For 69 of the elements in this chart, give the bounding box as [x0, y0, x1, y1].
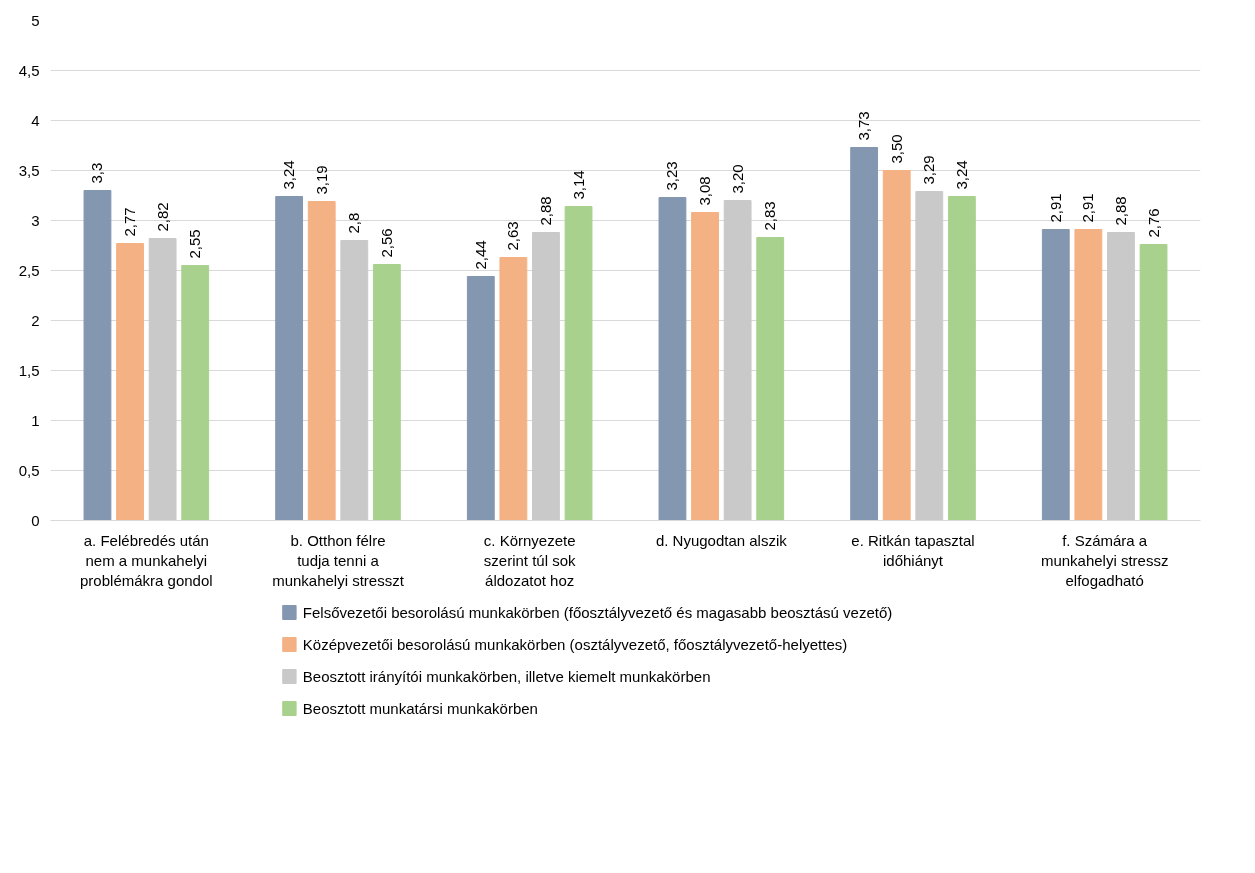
bar: [307, 201, 336, 521]
bar: [658, 197, 687, 521]
y-tick-label: 1,5: [18, 361, 40, 379]
data-label: 3,24: [952, 160, 970, 190]
data-label: 3,50: [887, 134, 905, 164]
y-tick-label: 2,5: [18, 261, 40, 279]
bar: [564, 206, 593, 521]
y-tick-label: 4: [31, 111, 40, 129]
bar: [691, 212, 719, 521]
x-tick-label: e. Ritkán tapasztal időhiányt: [851, 531, 975, 569]
data-label: 3,23: [663, 161, 681, 191]
bar: [466, 276, 495, 521]
data-label: 2,44: [471, 240, 489, 270]
data-label: 3,24: [280, 160, 298, 190]
bar: [499, 257, 528, 521]
data-label: 2,8: [345, 212, 363, 234]
data-label: 3,14: [569, 170, 587, 200]
data-label: 2,88: [1111, 196, 1129, 226]
bar: [372, 264, 401, 521]
bar: [1041, 229, 1070, 521]
data-label: 3,29: [920, 155, 938, 185]
bar: [148, 238, 177, 521]
bar: [850, 147, 879, 521]
data-label: 3,20: [728, 164, 746, 194]
bar: [756, 237, 785, 521]
x-tick-label: a. Felébredés után nem a munkahelyi problémákra gondol: [80, 531, 213, 590]
data-label: 2,77: [121, 207, 139, 237]
bar: [181, 265, 210, 521]
y-tick-label: 0: [31, 511, 40, 529]
x-tick-label: c. Környezete szerint túl sok áldozatot hoz: [483, 531, 577, 590]
data-label: 2,56: [377, 228, 395, 258]
legend-label: Felsővezetői besorolású munkakörben (főosztályvezető és magasabb beosztású vezető): [302, 604, 893, 621]
bar: [1139, 244, 1168, 521]
data-label: 3,3: [88, 162, 106, 184]
legend-label: Beosztott munkatársi munkakörben: [302, 700, 538, 717]
bar: [947, 196, 976, 521]
bar: [882, 170, 911, 521]
bar: [340, 240, 369, 521]
data-label: 2,55: [186, 229, 204, 259]
x-tick-label: b. Otthon félre tudja tenni a munkahelyi stresszt: [272, 531, 405, 590]
bar: [532, 232, 560, 521]
bar: [1074, 229, 1103, 521]
bar: [723, 200, 752, 521]
data-label: 3,08: [696, 176, 714, 206]
bar: [116, 243, 144, 521]
y-tick-label: 3: [31, 211, 40, 229]
y-tick-label: 3,5: [18, 161, 40, 179]
bar: [83, 190, 112, 521]
y-tick-label: 5: [31, 11, 40, 29]
x-tick-label: f. Számára a munkahelyi stressz elfogadható: [1040, 531, 1169, 590]
x-tick-label: d. Nyugodtan alszik: [655, 531, 788, 549]
data-label: 3,19: [312, 165, 330, 195]
data-label: 2,76: [1144, 208, 1162, 238]
data-label: 2,82: [153, 202, 171, 232]
data-label: 2,91: [1079, 193, 1097, 223]
data-label: 2,83: [761, 201, 779, 231]
y-tick-label: 4,5: [18, 61, 40, 79]
bar: [275, 196, 304, 521]
legend-label: Beosztott irányítói munkakörben, illetve kiemelt munkakörben: [302, 668, 711, 685]
y-tick-label: 2: [31, 311, 40, 329]
data-label: 2,91: [1046, 193, 1064, 223]
legend-label: Középvezetői besorolású munkakörben (osztályvezető, főosztályvezető-helyettes): [302, 636, 848, 653]
data-label: 2,63: [504, 221, 522, 251]
bar: [1107, 232, 1135, 521]
data-label: 3,73: [855, 111, 873, 141]
bar: [915, 191, 944, 521]
data-label: 2,88: [536, 196, 554, 226]
y-tick-label: 0,5: [18, 461, 40, 479]
y-tick-label: 1: [31, 411, 40, 429]
